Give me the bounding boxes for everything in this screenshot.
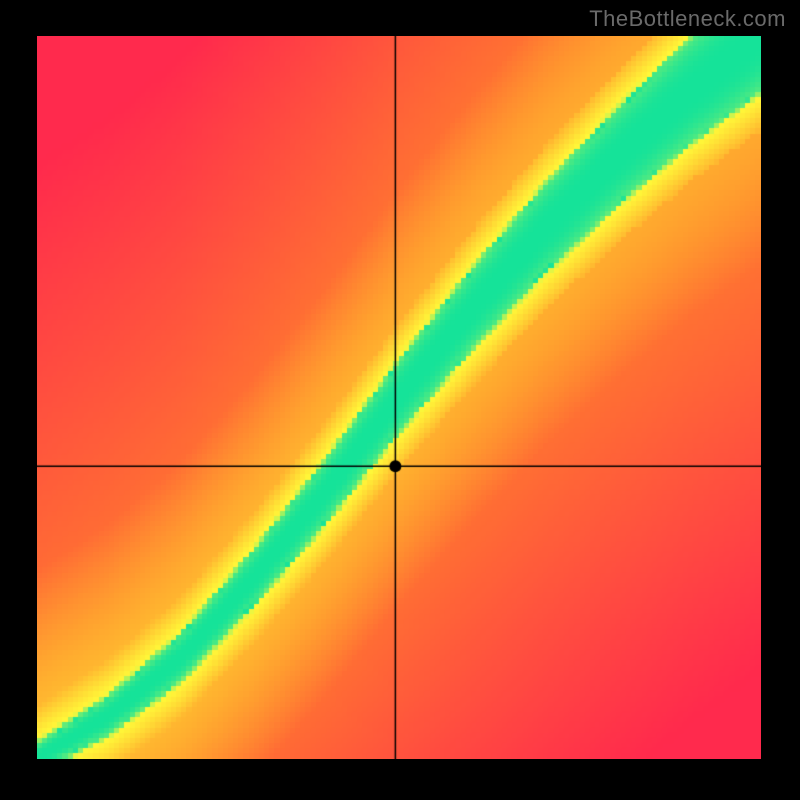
- chart-container: TheBottleneck.com: [0, 0, 800, 800]
- watermark-text: TheBottleneck.com: [589, 6, 786, 32]
- heatmap-canvas: [37, 36, 761, 759]
- plot-area: [37, 36, 761, 759]
